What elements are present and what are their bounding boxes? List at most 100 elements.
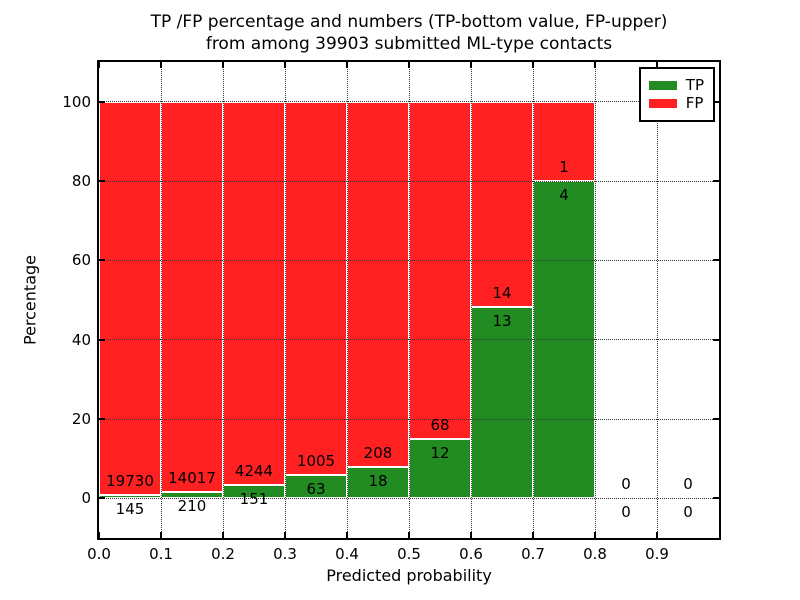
tp-count-label: 151 <box>239 489 269 508</box>
bar-fp <box>161 101 223 493</box>
y-tick-right <box>713 259 719 262</box>
y-gridline <box>99 259 719 261</box>
fp-count-label: 19730 <box>106 472 154 491</box>
x-gridline <box>408 62 410 538</box>
x-tick-top <box>594 62 596 68</box>
x-tick-label: 0.7 <box>521 545 545 563</box>
x-tick-top <box>346 62 348 68</box>
y-gridline <box>99 339 719 341</box>
fp-count-label: 68 <box>430 415 450 434</box>
bar-tp <box>347 466 409 499</box>
y-tick <box>99 259 105 262</box>
y-gridline <box>99 180 719 182</box>
tp-count-label: 63 <box>306 479 326 498</box>
x-tick <box>656 532 658 538</box>
tp-count-label: 13 <box>492 312 512 331</box>
x-tick-top <box>222 62 224 68</box>
legend-label-tp: TP <box>685 76 704 94</box>
x-gridline <box>160 62 162 538</box>
y-gridline <box>99 418 719 420</box>
y-tick-label: 100 <box>62 92 91 111</box>
x-tick <box>346 532 348 538</box>
x-tick-label: 0.6 <box>459 545 483 563</box>
y-tick-right <box>713 497 719 500</box>
x-tick-label: 0.4 <box>335 545 359 563</box>
y-tick-right <box>713 338 719 341</box>
x-gridline <box>346 62 348 538</box>
y-tick-label: 80 <box>71 172 91 190</box>
tp-count-label: 210 <box>177 497 207 516</box>
bar-fp <box>347 101 409 467</box>
y-tick-label: 20 <box>71 410 91 428</box>
fp-count-label: 0 <box>621 475 631 494</box>
y-tick <box>99 497 105 500</box>
x-tick-top <box>98 62 100 68</box>
chart-title-line1: TP /FP percentage and numbers (TP-bottom… <box>150 12 668 32</box>
bar-fp <box>533 101 595 181</box>
x-gridline <box>656 62 658 538</box>
x-tick-label: 0.1 <box>149 545 173 563</box>
x-tick <box>98 532 100 538</box>
x-tick <box>284 532 286 538</box>
fp-count-label: 0 <box>683 475 693 494</box>
chart-title-line2: from among 39903 submitted ML-type conta… <box>205 34 613 54</box>
x-tick-label: 0.8 <box>583 545 607 563</box>
fp-count-label: 14017 <box>168 469 216 488</box>
y-tick <box>99 100 105 103</box>
y-gridline <box>99 497 719 499</box>
y-tick-right <box>713 100 719 103</box>
tp-count-label: 145 <box>115 500 145 519</box>
x-tick <box>594 532 596 538</box>
x-axis-label: Predicted probability <box>326 566 492 585</box>
fp-swatch-icon <box>648 99 677 108</box>
bar-fp <box>99 101 161 496</box>
x-tick <box>160 532 162 538</box>
x-tick-label: 0.3 <box>273 545 297 563</box>
x-tick-top <box>284 62 286 68</box>
y-tick-label: 40 <box>71 330 91 349</box>
fp-count-label: 1 <box>559 158 569 176</box>
bar-tp <box>471 307 533 499</box>
bar-fp <box>409 101 471 439</box>
fp-count-label: 4244 <box>234 461 274 480</box>
tp-count-label: 18 <box>368 471 388 490</box>
legend-row-fp: FP <box>648 96 704 111</box>
x-gridline <box>470 62 472 538</box>
x-tick-label: 0.0 <box>87 545 111 563</box>
x-gridline <box>594 62 596 538</box>
tp-count-label: 12 <box>430 443 450 462</box>
tp-count-label: 4 <box>559 186 569 204</box>
fp-count-label: 208 <box>363 443 393 462</box>
tp-count-label: 0 <box>683 503 693 522</box>
legend: TP FP <box>638 67 715 122</box>
y-tick-right <box>713 418 719 420</box>
chart-title: TP /FP percentage and numbers (TP-bottom… <box>99 11 719 55</box>
y-tick-label: 0 <box>81 489 91 508</box>
x-gridline <box>532 62 534 538</box>
y-tick-label: 60 <box>71 251 91 270</box>
fp-count-label: 14 <box>492 284 512 303</box>
y-gridline <box>99 101 719 103</box>
x-tick-label: 0.9 <box>645 545 669 563</box>
bar-fp <box>471 101 533 308</box>
tp-swatch-icon <box>648 81 677 90</box>
plot-area: TP FP 19730 145 14017 210 4244 151 1005 63 208 18… <box>98 62 719 538</box>
x-tick <box>532 532 534 538</box>
x-tick <box>408 532 410 538</box>
x-gridline <box>284 62 286 538</box>
x-tick-label: 0.2 <box>211 545 235 563</box>
fp-count-label: 1005 <box>296 451 336 470</box>
x-tick <box>222 532 224 538</box>
x-tick-top <box>656 62 658 68</box>
y-tick <box>99 418 105 420</box>
legend-row-tp: TP <box>648 76 704 94</box>
y-tick-right <box>713 180 719 182</box>
y-tick <box>99 180 105 182</box>
x-tick <box>470 532 472 538</box>
x-tick-top <box>408 62 410 68</box>
x-tick-top <box>532 62 534 68</box>
x-tick-label: 0.5 <box>397 545 421 563</box>
bar-fp <box>223 101 285 485</box>
tp-count-label: 0 <box>621 503 631 522</box>
